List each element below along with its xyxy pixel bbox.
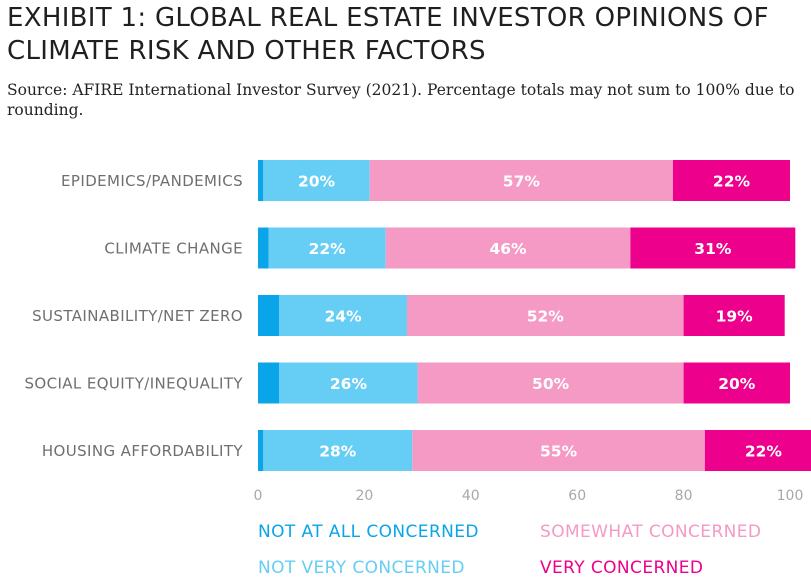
category-label-climate-change: CLIMATE CHANGE — [104, 240, 243, 258]
bar-segment-very-concerned-housing-affordability — [704, 430, 811, 471]
chart-title: EXHIBIT 1: GLOBAL REAL ESTATE INVESTOR O… — [7, 3, 769, 66]
source-note: Source: AFIRE International Investor Sur… — [7, 81, 795, 119]
bar-segment-not-very-concerned-epidemics-pandemics — [263, 160, 370, 201]
x-tick-label-80: 80 — [675, 488, 693, 504]
bar-segment-not-at-all-concerned-climate-change — [258, 227, 269, 269]
bar-segment-not-at-all-concerned-social-equity-inequality — [258, 362, 280, 404]
bar-segment-somewhat-concerned-housing-affordability — [412, 430, 705, 471]
data-label-not-very-concerned-housing-affordability: 28% — [319, 443, 357, 461]
legend-item-somewhat-concerned: SOMEWHAT CONCERNED — [540, 522, 762, 542]
data-label-not-very-concerned-epidemics-pandemics: 20% — [298, 173, 336, 191]
data-label-not-very-concerned-social-equity-inequality: 26% — [330, 375, 368, 393]
bar-segment-very-concerned-epidemics-pandemics — [672, 160, 790, 201]
x-tick-label-100: 100 — [777, 488, 804, 504]
data-label-somewhat-concerned-housing-affordability: 55% — [540, 443, 578, 461]
bar-segment-somewhat-concerned-epidemics-pandemics — [369, 160, 673, 201]
data-label-very-concerned-sustainability-net-zero: 19% — [716, 308, 754, 326]
bar-segment-not-very-concerned-sustainability-net-zero — [279, 295, 407, 336]
data-label-very-concerned-housing-affordability: 22% — [745, 443, 783, 461]
data-label-very-concerned-social-equity-inequality: 20% — [718, 375, 756, 393]
data-label-not-very-concerned-climate-change: 22% — [309, 240, 347, 258]
data-label-somewhat-concerned-social-equity-inequality: 50% — [532, 375, 570, 393]
data-label-not-very-concerned-sustainability-net-zero: 24% — [325, 308, 363, 326]
category-label-social-equity-inequality: SOCIAL EQUITY/INEQUALITY — [24, 375, 243, 393]
bar-segment-somewhat-concerned-sustainability-net-zero — [406, 295, 684, 336]
bar-segment-not-very-concerned-social-equity-inequality — [279, 362, 418, 404]
x-tick-label-0: 0 — [254, 488, 263, 504]
bar-segment-somewhat-concerned-climate-change — [385, 227, 631, 269]
bar-segment-very-concerned-social-equity-inequality — [683, 362, 790, 404]
x-tick-label-60: 60 — [568, 488, 586, 504]
legend-item-very-concerned: VERY CONCERNED — [540, 558, 704, 578]
data-label-very-concerned-climate-change: 31% — [694, 240, 732, 258]
bar-segment-not-very-concerned-climate-change — [268, 227, 386, 269]
x-tick-label-20: 20 — [355, 488, 373, 504]
bar-segment-somewhat-concerned-social-equity-inequality — [417, 362, 684, 404]
data-label-somewhat-concerned-epidemics-pandemics: 57% — [503, 173, 541, 191]
category-label-sustainability-net-zero: SUSTAINABILITY/NET ZERO — [32, 307, 243, 325]
data-label-somewhat-concerned-sustainability-net-zero: 52% — [527, 308, 565, 326]
legend-item-not-very-concerned: NOT VERY CONCERNED — [258, 558, 465, 578]
x-tick-label-40: 40 — [462, 488, 480, 504]
legend-item-not-at-all-concerned: NOT AT ALL CONCERNED — [258, 522, 479, 542]
bar-segment-not-at-all-concerned-housing-affordability — [258, 430, 264, 471]
bar-segment-not-at-all-concerned-epidemics-pandemics — [258, 160, 264, 201]
bar-segment-very-concerned-sustainability-net-zero — [683, 295, 785, 336]
bar-segment-very-concerned-climate-change — [630, 227, 796, 269]
data-label-somewhat-concerned-climate-change: 46% — [489, 240, 527, 258]
data-label-very-concerned-epidemics-pandemics: 22% — [713, 173, 751, 191]
bar-segment-not-very-concerned-housing-affordability — [263, 430, 413, 471]
bar-segment-not-at-all-concerned-sustainability-net-zero — [258, 295, 280, 336]
category-label-epidemics-pandemics: EPIDEMICS/PANDEMICS — [61, 172, 243, 190]
category-label-housing-affordability: HOUSING AFFORDABILITY — [42, 442, 244, 460]
